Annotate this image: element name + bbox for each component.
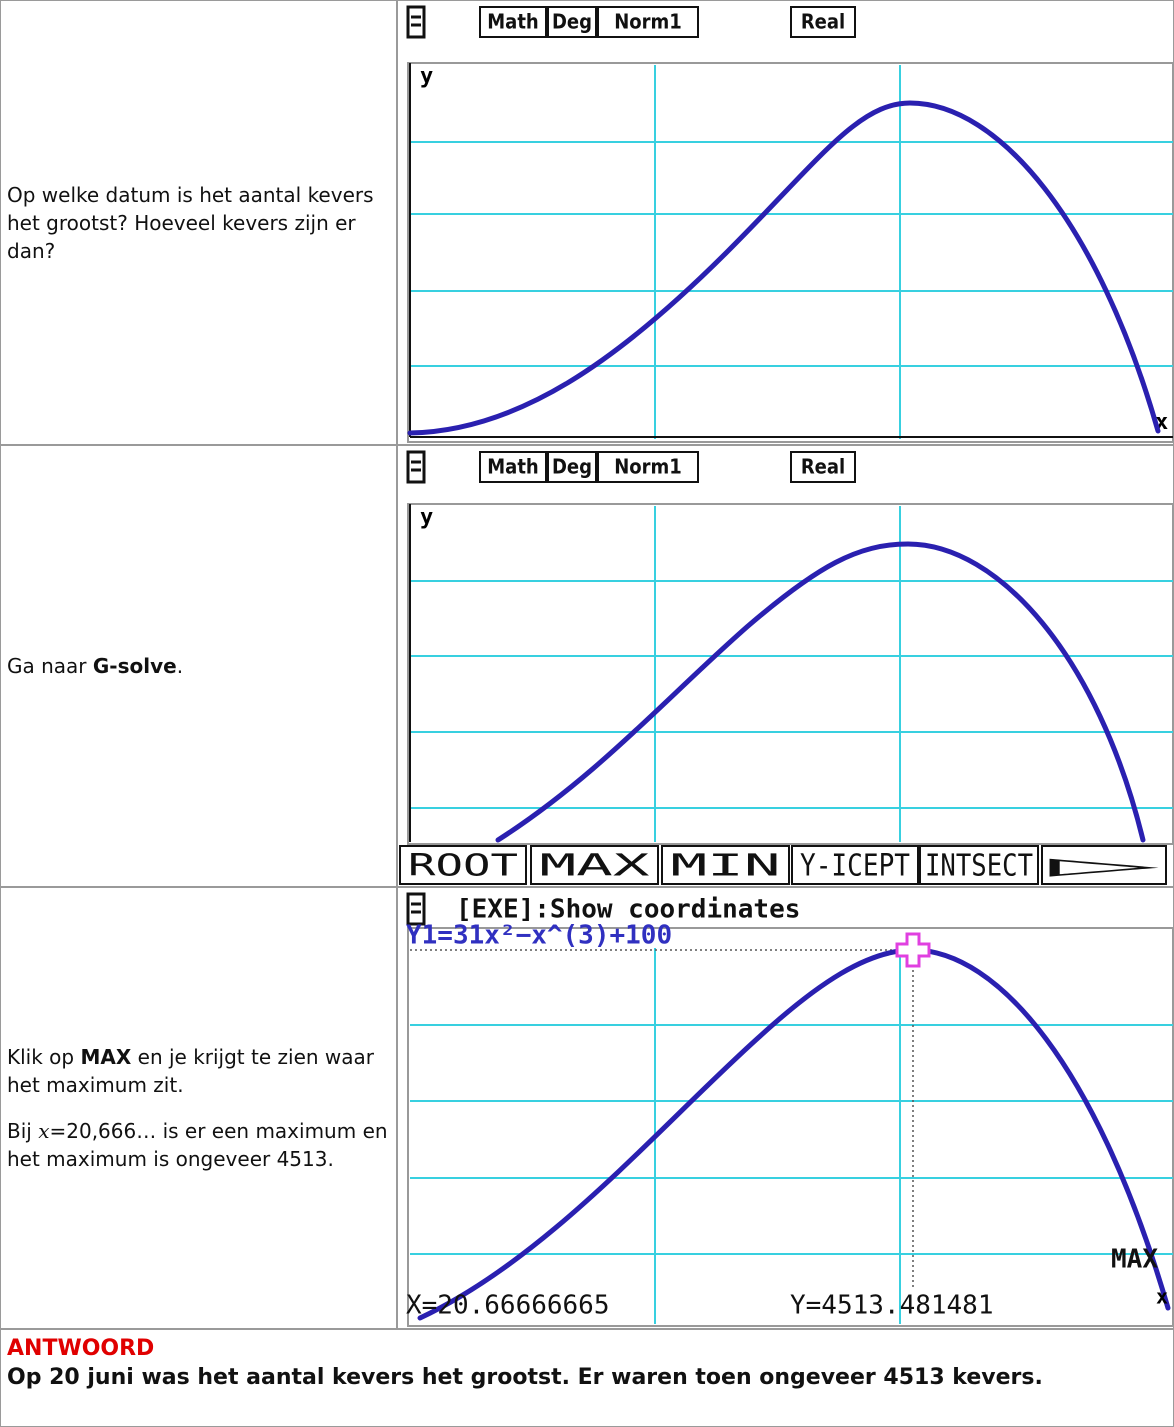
x-readout: X=20.66666665 — [406, 1291, 610, 1321]
menu-label: MAX — [540, 849, 650, 884]
axis-label: y — [420, 505, 433, 530]
text: =20,666… is er een maximum en het maximu… — [7, 1119, 388, 1171]
page: Op welke datum is het aantal kevers het … — [0, 0, 1174, 1427]
answer-text: Op 20 juni was het aantal kevers het gro… — [7, 1363, 1167, 1392]
screen-cell: Math Deg Norm1 Real y ROOT MAX MIN Y-ICEPT I… — [397, 445, 1174, 887]
menu-label: ROOT — [408, 849, 518, 884]
math-variable: x — [38, 1119, 49, 1143]
paragraph: Bij x=20,666… is er een maximum en het m… — [7, 1117, 390, 1173]
answer-heading: ANTWOORD — [7, 1334, 1167, 1363]
question: Op welke datum is het aantal kevers het … — [7, 181, 390, 265]
status-mode: Math — [487, 455, 538, 479]
screen-cell: [EXE]:Show coordinates Y1=31x²−x^(3)+100… — [397, 887, 1174, 1329]
status-mode: Deg — [552, 10, 592, 34]
text: Klik op — [7, 1045, 80, 1069]
status-mode: Math — [487, 10, 538, 34]
menu-label: ▷ — [1049, 849, 1159, 884]
answer-cell: ANTWOORD Op 20 juni was het aantal kever… — [0, 1329, 1174, 1427]
status-mode: Real — [801, 455, 845, 479]
status-mode: Norm1 — [614, 10, 682, 34]
screen-cell: Math Deg Norm1 Real y x — [397, 0, 1174, 445]
y-readout: Y=4513.481481 — [790, 1291, 994, 1321]
calculator-screen: Math Deg Norm1 Real y ROOT MAX MIN Y-ICEPT I… — [398, 446, 1173, 886]
max-label: MAX — [1111, 1245, 1158, 1275]
menu-label: MIN — [671, 849, 781, 884]
instruction-cell: Ga naar G-solve. — [0, 445, 397, 887]
text: Ga naar — [7, 654, 93, 678]
calculator-screen: [EXE]:Show coordinates Y1=31x²−x^(3)+100… — [398, 888, 1173, 1328]
question-cell: Op welke datum is het aantal kevers het … — [0, 0, 397, 445]
function: Y1=31x²−x^(3)+100 — [406, 921, 672, 951]
axis-label: y — [420, 64, 433, 89]
bold-text: MAX — [80, 1045, 131, 1069]
menu-label: Y-ICEPT — [800, 849, 910, 884]
explanation-cell: Klik op MAX en je krijgt te zien waar he… — [0, 887, 397, 1329]
instruction: Ga naar G-solve. — [7, 652, 390, 680]
bold-text: G-solve — [93, 654, 177, 678]
axis-label: x — [1156, 1285, 1168, 1309]
menu-label: INTSECT — [925, 849, 1033, 884]
calculator-screen: Math Deg Norm1 Real y x — [398, 1, 1173, 444]
text: . — [177, 654, 183, 678]
paragraph: Klik op MAX en je krijgt te zien waar he… — [7, 1043, 390, 1099]
status-mode: Deg — [552, 455, 592, 479]
text: Bij — [7, 1119, 38, 1143]
status-mode: Real — [801, 10, 845, 34]
status-mode: Norm1 — [614, 455, 682, 479]
